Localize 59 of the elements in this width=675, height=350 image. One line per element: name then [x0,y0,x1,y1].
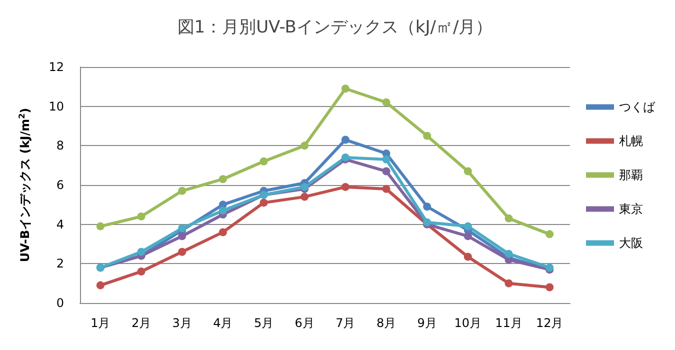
point [137,248,146,256]
x-tick-label: 7月 [336,316,356,330]
x-tick-label: 4月 [213,316,233,330]
x-tick-label: 2月 [131,316,152,330]
y-tick-label: 2 [56,256,64,271]
point [382,98,390,106]
x-tick-label: 12月 [536,316,564,330]
point [546,283,554,292]
point [464,167,472,176]
point [218,175,227,184]
legend-label: 那覇 [619,168,643,182]
y-tick-label: 12 [48,60,64,74]
x-tick-label: 3月 [172,316,192,330]
y-tick-label: 10 [48,99,64,114]
point [218,228,227,236]
y-axis-title: UV-Bインデックス (kJ/m2) [18,108,32,262]
y-tick-label: 4 [56,217,64,232]
point [546,230,554,238]
x-tick-label: 1月 [90,316,110,330]
point [178,186,186,195]
x-tick-label: 8月 [376,316,396,330]
point [137,212,146,220]
point [300,192,309,201]
chart-title: 図1：月別UV-Bインデックス（kJ/㎡/月） [177,18,493,38]
point [382,167,390,176]
point [260,157,268,166]
point [260,198,268,207]
legend-label: 札幌 [619,134,643,148]
point [218,206,227,215]
point [504,214,513,222]
y-tick-label: 0 [56,296,64,310]
point [504,279,513,288]
point [96,222,104,230]
point [341,182,350,191]
point [300,142,309,150]
point [423,132,432,140]
legend-label: 東京 [619,202,643,216]
y-tick-label: 6 [56,178,64,192]
x-tick-label: 11月 [495,316,522,330]
legend-label: 大阪 [619,236,643,250]
point [464,252,472,261]
point [341,84,350,93]
point [178,248,186,256]
point [382,184,390,193]
x-tick-label: 5月 [254,316,274,330]
point [137,268,146,276]
point [464,222,472,230]
point [96,281,104,290]
point [504,250,513,258]
y-tick-label: 8 [56,138,64,153]
x-tick-label: 10月 [454,316,482,330]
point [464,232,472,240]
point [382,155,390,164]
x-tick-label: 6月 [294,316,314,330]
point [178,232,186,240]
point [341,136,350,144]
point [423,202,432,211]
x-tick-label: 9月 [417,316,437,330]
legend-label: つくば [619,100,656,114]
